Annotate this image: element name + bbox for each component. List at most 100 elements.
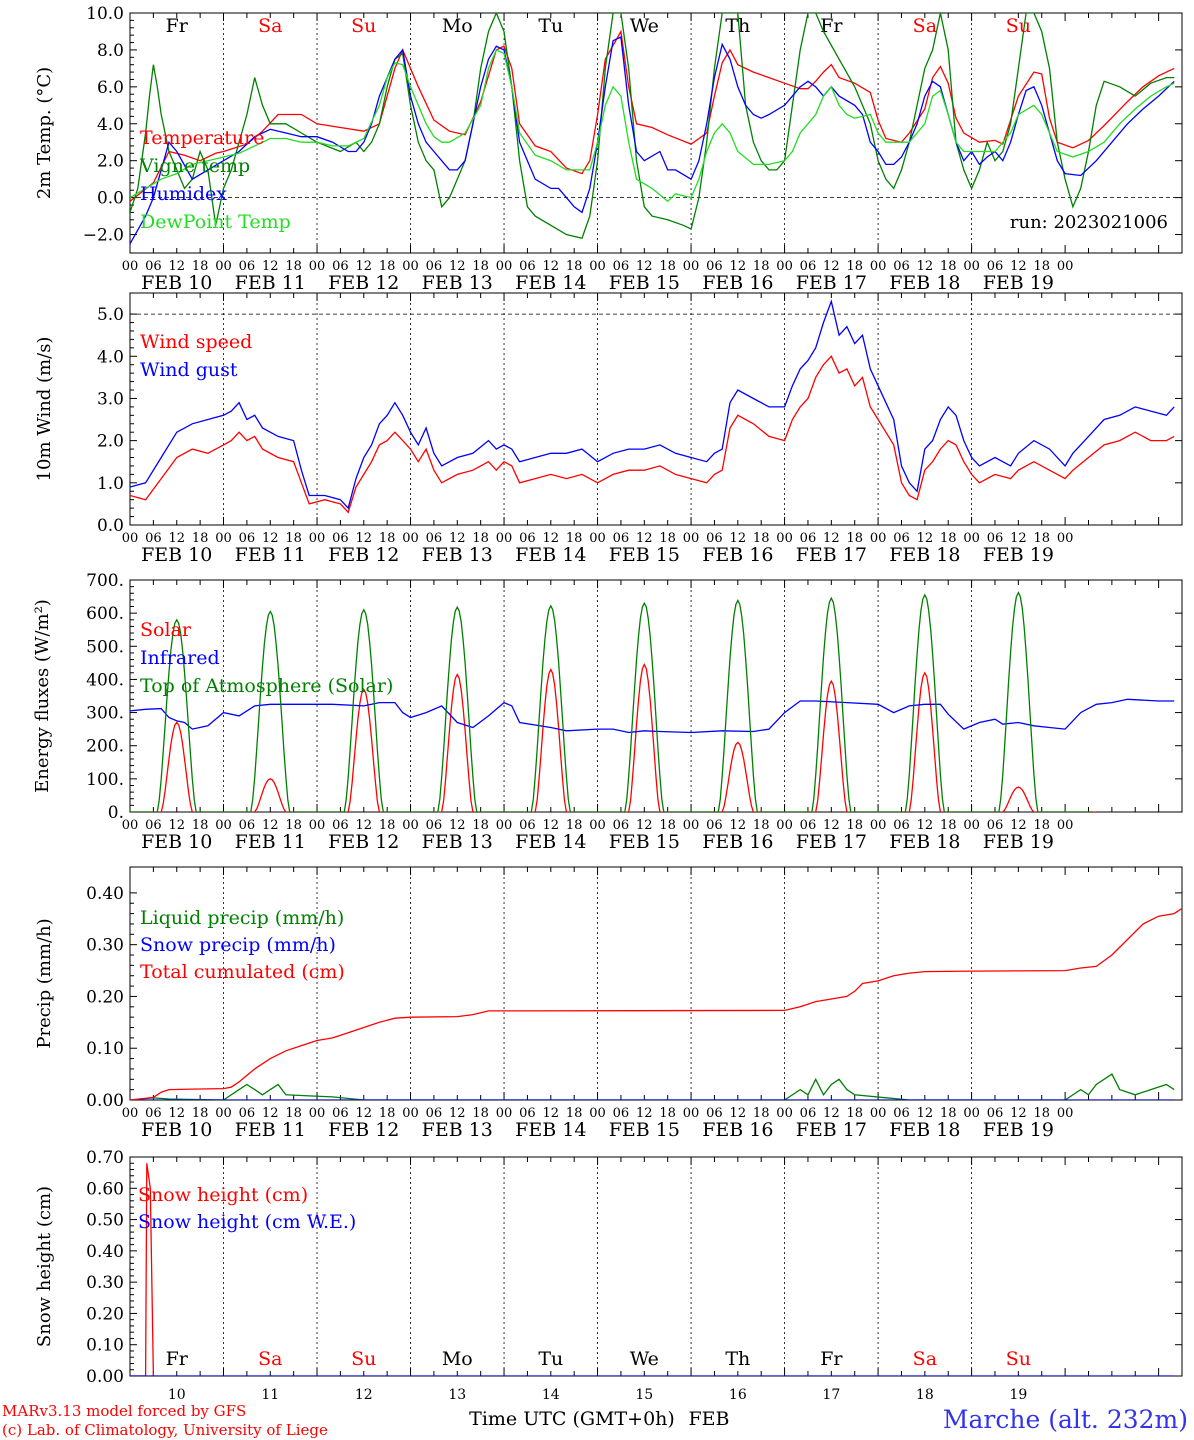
hour-tick-label: 00	[683, 531, 700, 546]
hour-tick-label: 12	[636, 1106, 653, 1121]
hour-tick-label: 18	[659, 259, 676, 274]
y-tick-label: 0.00	[86, 1091, 124, 1111]
hour-tick-label: 18	[192, 259, 209, 274]
legend-entry: Temperature	[140, 127, 264, 149]
hour-tick-label: 00	[496, 1106, 513, 1121]
hour-tick-label: 18	[379, 818, 396, 833]
y-tick-label: 0.0	[97, 189, 124, 209]
legend-entry: Snow precip (mm/h)	[140, 934, 336, 956]
hour-tick-label: 12	[168, 259, 185, 274]
credit-line: (c) Lab. of Climatology, University of L…	[2, 1421, 328, 1439]
date-label: FEB 14	[515, 831, 586, 853]
series-line	[130, 1163, 155, 1376]
hour-tick-label: 12	[823, 818, 840, 833]
hour-tick-label: 12	[917, 531, 934, 546]
y-tick-label: 0.10	[86, 1336, 124, 1356]
hour-tick-label: 12	[356, 818, 373, 833]
hour-tick-label: 12	[262, 818, 279, 833]
date-label: FEB 17	[796, 544, 867, 566]
hour-tick-label: 12	[823, 1106, 840, 1121]
y-axis-label: Snow height (cm)	[34, 1186, 55, 1347]
y-tick-label: 0.40	[86, 1242, 124, 1262]
hour-tick-label: 12	[449, 818, 466, 833]
hour-tick-label: 18	[1033, 531, 1050, 546]
series-line	[130, 29, 1175, 202]
date-label: FEB 11	[235, 544, 306, 566]
hour-tick-label: 18	[846, 259, 863, 274]
y-axis-label: 2m Temp. (°C)	[34, 67, 55, 199]
date-label: FEB 15	[609, 272, 680, 294]
hour-tick-label: 18	[285, 1106, 302, 1121]
hour-tick-label: 00	[496, 259, 513, 274]
hour-tick-label: 00	[309, 259, 326, 274]
hour-tick-label: 06	[987, 531, 1004, 546]
date-label: FEB 16	[702, 1119, 773, 1141]
y-tick-label: 4.0	[97, 115, 124, 135]
date-label: FEB 10	[141, 544, 212, 566]
hour-tick-label: 12	[262, 259, 279, 274]
hour-tick-label: 00	[402, 259, 419, 274]
plot-frame	[129, 12, 1183, 254]
weekday-label: Su	[1006, 1348, 1031, 1370]
hour-tick-label: 00	[402, 1106, 419, 1121]
plot-frame	[129, 866, 1183, 1101]
hour-tick-label: 12	[1010, 818, 1027, 833]
hour-tick-label: 06	[332, 531, 349, 546]
date-label: FEB 19	[983, 544, 1054, 566]
hour-tick-label: 18	[285, 259, 302, 274]
hour-tick-label: 18	[659, 531, 676, 546]
hour-tick-label: 12	[543, 818, 560, 833]
hour-tick-label: 00	[963, 818, 980, 833]
date-label: FEB 15	[609, 831, 680, 853]
legend-entry: Snow height (cm)	[138, 1184, 308, 1206]
date-label: FEB 12	[328, 1119, 399, 1141]
y-tick-label: 500.	[86, 637, 124, 657]
date-label: FEB 12	[328, 272, 399, 294]
plot-frame	[129, 579, 1183, 813]
hour-tick-label: 06	[332, 1106, 349, 1121]
y-tick-label: 0.20	[86, 1304, 124, 1324]
hour-tick-label: 12	[636, 531, 653, 546]
y-tick-label: 0.50	[86, 1211, 124, 1231]
hour-tick-label: 18	[192, 1106, 209, 1121]
hour-tick-label: 00	[776, 531, 793, 546]
hour-tick-label: 00	[870, 818, 887, 833]
hour-tick-label: 00	[122, 818, 139, 833]
series-line	[130, 299, 1175, 510]
date-label: FEB 17	[796, 1119, 867, 1141]
x-axis-title: Time UTC (GMT+0h)	[469, 1408, 675, 1430]
y-tick-label: 0.30	[86, 1273, 124, 1293]
hour-tick-label: 18	[753, 818, 770, 833]
hour-tick-label: 12	[449, 259, 466, 274]
hour-tick-label: 00	[496, 531, 513, 546]
y-tick-label: 600.	[86, 604, 124, 624]
y-axis-label: 10m Wind (m/s)	[34, 337, 55, 482]
hour-tick-label: 12	[543, 259, 560, 274]
series-line	[130, 13, 1175, 239]
y-tick-label: 0.10	[86, 1039, 124, 1059]
hour-tick-label: 12	[917, 818, 934, 833]
legend-entry: Liquid precip (mm/h)	[140, 907, 344, 929]
hour-tick-label: 12	[730, 531, 747, 546]
date-label: FEB 14	[515, 1119, 586, 1141]
hour-tick-label: 00	[776, 818, 793, 833]
day-number-label: 12	[355, 1387, 373, 1403]
hour-tick-label: 18	[659, 818, 676, 833]
hour-tick-label: 12	[1010, 531, 1027, 546]
hour-tick-label: 00	[122, 1106, 139, 1121]
panel-3: 0. 100. 200. 300. 400. 500. 600. 700. Energy flu…	[32, 571, 1183, 853]
hour-tick-label: 18	[285, 818, 302, 833]
hour-tick-label: 06	[239, 1106, 256, 1121]
hour-tick-label: 12	[449, 1106, 466, 1121]
series-line	[130, 1073, 1175, 1100]
weekday-label: Th	[725, 15, 750, 37]
hour-tick-label: 06	[519, 1106, 536, 1121]
series-line	[130, 662, 1097, 812]
hour-tick-label: 12	[262, 531, 279, 546]
weekday-label: Fr	[820, 1348, 843, 1370]
series-line	[130, 698, 1175, 734]
hour-tick-label: 12	[823, 531, 840, 546]
date-label: FEB 15	[609, 544, 680, 566]
date-label: FEB 18	[889, 272, 960, 294]
weekday-label: Fr	[166, 1348, 189, 1370]
